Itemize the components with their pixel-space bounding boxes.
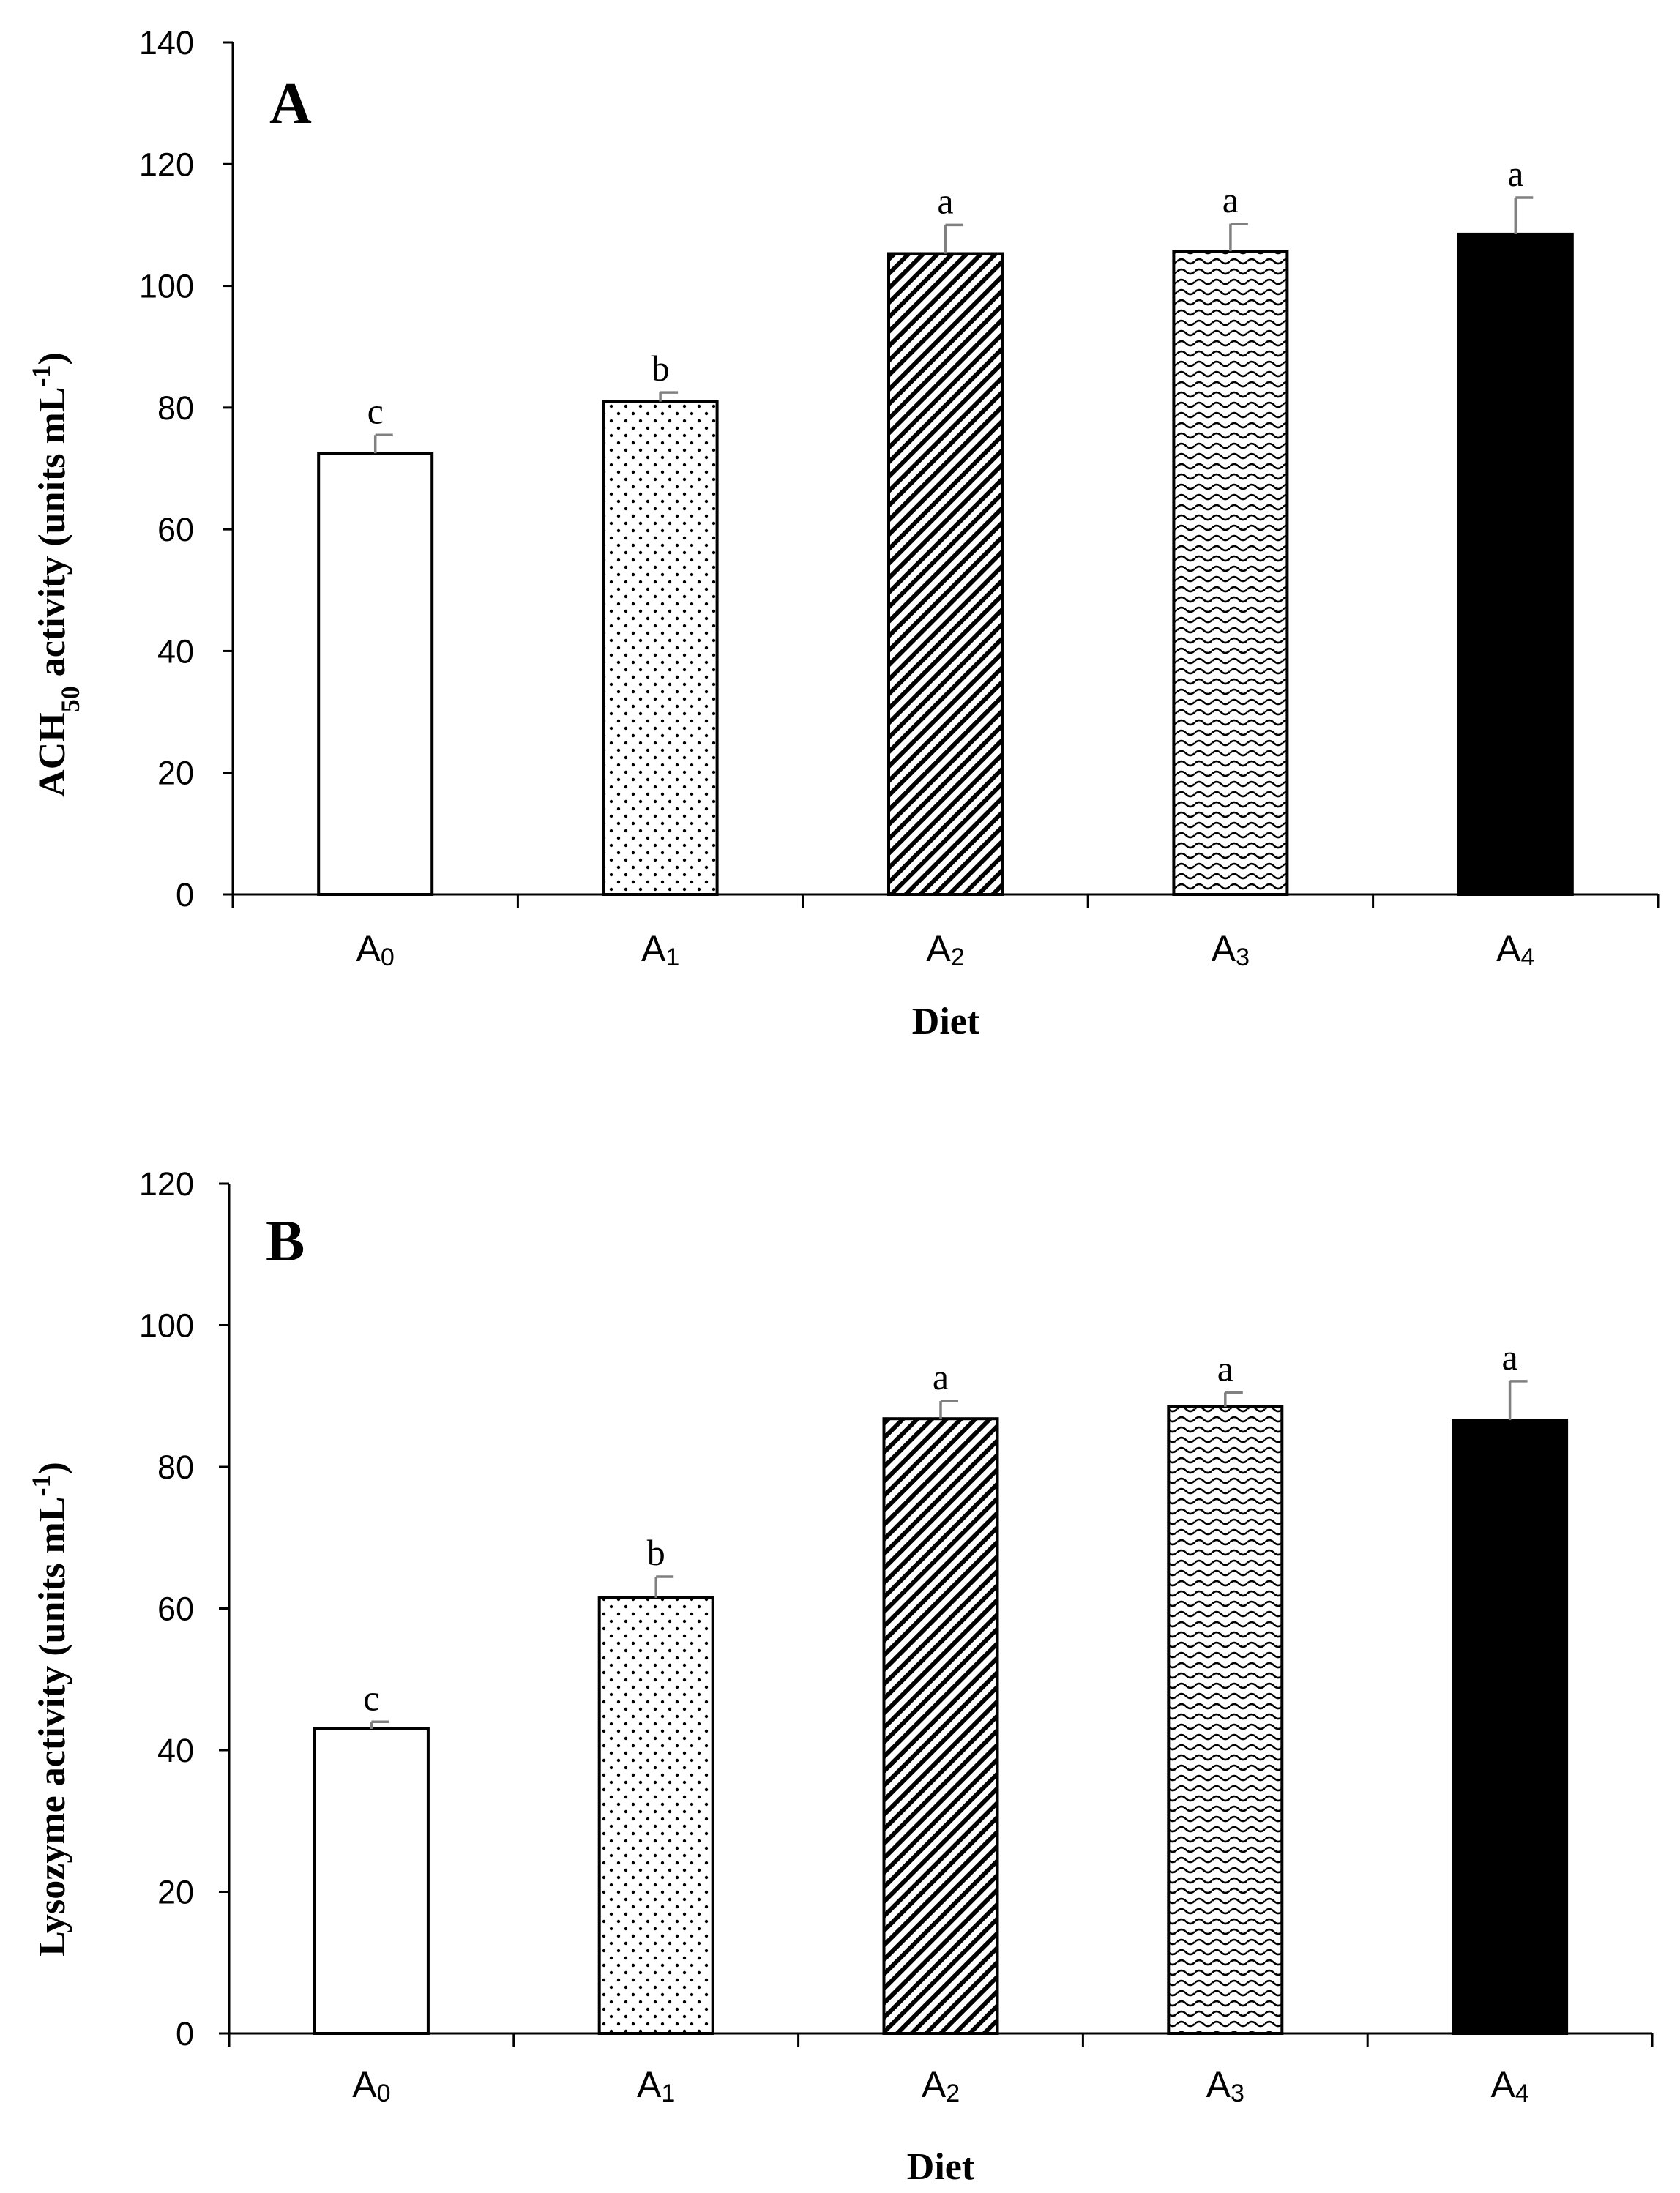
y-tick-label: 60 — [157, 1591, 194, 1628]
x-tick-label: A3 — [1212, 928, 1250, 971]
x-tick-label: A2 — [922, 2064, 960, 2107]
significance-letter: a — [1217, 1348, 1233, 1389]
x-tick-label: A2 — [926, 928, 964, 971]
panel-a: c b a a a 0 20 40 60 80 100 120 140 A0 A1 A2 A3 A4 A Di… — [26, 24, 1660, 1042]
y-tick-label: 140 — [139, 24, 194, 61]
significance-letter: a — [1507, 153, 1523, 194]
bar — [1457, 232, 1574, 896]
panel-b-x-axis: A0 A1 A2 A3 A4 — [228, 2032, 1654, 2107]
bar — [597, 1596, 714, 2036]
y-tick-label: 100 — [139, 1307, 194, 1345]
panel-a-x-axis: A0 A1 A2 A3 A4 — [231, 893, 1660, 971]
panel-a-y-axis: 0 20 40 60 80 100 120 140 — [139, 24, 234, 914]
significance-letter: a — [937, 180, 953, 221]
bar — [882, 1417, 999, 2035]
bar — [313, 1727, 430, 2036]
x-tick-label: A4 — [1490, 2064, 1528, 2107]
y-tick-label: 40 — [157, 1732, 194, 1769]
y-tick-label: 20 — [157, 1874, 194, 1911]
panel-b-x-axis-title: Diet — [907, 2146, 975, 2188]
y-tick-label: 80 — [157, 1449, 194, 1486]
bar — [1452, 1419, 1569, 2035]
significance-letter: c — [367, 390, 384, 431]
y-tick-label: 80 — [157, 389, 194, 427]
y-tick-label: 60 — [157, 511, 194, 548]
panel-a-gridless-bars — [317, 232, 1574, 896]
y-tick-label: 0 — [176, 876, 194, 914]
y-tick-label: 120 — [139, 146, 194, 183]
x-tick-label: A1 — [637, 2064, 675, 2107]
panel-b-label: B — [266, 1209, 305, 1274]
x-tick-label: A1 — [641, 928, 679, 971]
significance-letter: c — [363, 1677, 379, 1718]
bar — [317, 452, 434, 896]
x-tick-label: A0 — [352, 2064, 390, 2107]
y-tick-label: 40 — [157, 632, 194, 670]
x-tick-label: A0 — [356, 928, 395, 971]
bar — [1172, 250, 1289, 896]
significance-letter: b — [652, 348, 670, 389]
significance-letter: a — [933, 1356, 949, 1397]
panel-a-significance-letters: c b a a a — [367, 153, 1524, 431]
panel-b-y-axis: 0 20 40 60 80 100 120 — [139, 1165, 231, 2052]
bar — [1167, 1405, 1284, 2035]
y-tick-label: 20 — [157, 755, 194, 792]
y-tick-label: 100 — [139, 268, 194, 305]
y-tick-label: 0 — [176, 2015, 194, 2052]
x-tick-label: A3 — [1206, 2064, 1244, 2107]
significance-letter: a — [1222, 179, 1239, 220]
panel-b-errorbars — [370, 1380, 1528, 1729]
panel-b-bars — [313, 1405, 1569, 2036]
x-tick-label: A4 — [1496, 928, 1534, 971]
panel-b-y-axis-title: Lysozyme activity (units mL-1) — [26, 1462, 73, 1957]
panel-a-x-axis-title: Diet — [912, 1001, 980, 1042]
significance-letter: b — [647, 1532, 665, 1573]
panel-a-y-axis-title: ACH50 activity (units mL-1) — [26, 352, 85, 797]
panel-a-errorbars — [373, 196, 1534, 454]
bar — [887, 252, 1004, 896]
significance-letter: a — [1501, 1337, 1517, 1378]
y-tick-label: 120 — [139, 1165, 194, 1203]
bar — [602, 400, 719, 896]
panel-b-significance-letters: c b a a a — [363, 1337, 1517, 1718]
panel-a-label: A — [269, 72, 312, 136]
